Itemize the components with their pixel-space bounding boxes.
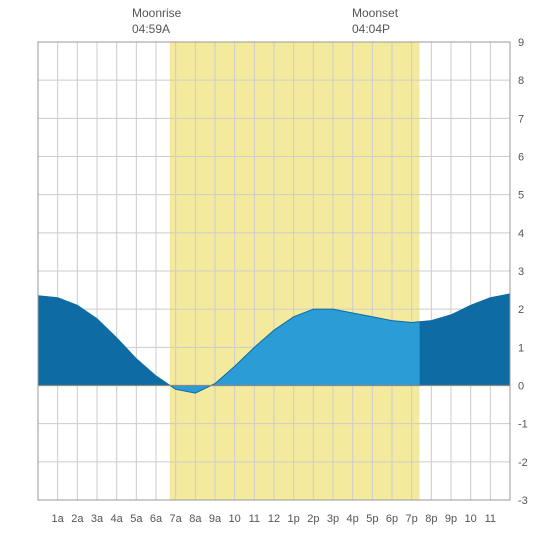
svg-text:1a: 1a xyxy=(52,513,65,525)
svg-text:5a: 5a xyxy=(130,513,143,525)
moonset-time: 04:04P xyxy=(352,22,398,38)
svg-text:9p: 9p xyxy=(445,513,457,525)
svg-text:10: 10 xyxy=(465,513,477,525)
svg-text:-2: -2 xyxy=(518,457,528,469)
svg-text:-1: -1 xyxy=(518,419,528,431)
svg-text:4: 4 xyxy=(518,228,524,240)
svg-text:6: 6 xyxy=(518,152,524,164)
svg-text:-3: -3 xyxy=(518,495,528,507)
svg-text:6p: 6p xyxy=(386,513,398,525)
svg-text:11: 11 xyxy=(249,513,260,525)
svg-text:7: 7 xyxy=(518,113,524,125)
svg-text:11: 11 xyxy=(485,513,496,525)
svg-text:5: 5 xyxy=(518,190,524,202)
svg-text:4p: 4p xyxy=(347,513,359,525)
svg-text:5p: 5p xyxy=(366,513,378,525)
moonset-title: Moonset xyxy=(352,6,398,22)
svg-text:2a: 2a xyxy=(71,513,84,525)
svg-text:3: 3 xyxy=(518,266,524,278)
svg-text:8: 8 xyxy=(518,75,524,87)
svg-text:7a: 7a xyxy=(170,513,183,525)
svg-text:6a: 6a xyxy=(150,513,163,525)
svg-text:4a: 4a xyxy=(111,513,124,525)
svg-text:7p: 7p xyxy=(406,513,418,525)
svg-text:1: 1 xyxy=(518,342,524,354)
moonrise-title: Moonrise xyxy=(132,6,181,22)
svg-text:12: 12 xyxy=(268,513,280,525)
svg-text:1p: 1p xyxy=(288,513,300,525)
svg-text:9a: 9a xyxy=(209,513,222,525)
tide-chart: Moonrise 04:59A Moonset 04:04P -3-2-1012… xyxy=(0,0,550,550)
svg-text:2: 2 xyxy=(518,304,524,316)
svg-text:0: 0 xyxy=(518,381,524,393)
svg-text:2p: 2p xyxy=(307,513,319,525)
svg-text:9: 9 xyxy=(518,37,524,49)
svg-text:3a: 3a xyxy=(91,513,104,525)
svg-text:8a: 8a xyxy=(189,513,202,525)
moonset-label: Moonset 04:04P xyxy=(352,6,398,37)
chart-svg: -3-2-101234567891a2a3a4a5a6a7a8a9a101112… xyxy=(0,0,550,550)
svg-text:3p: 3p xyxy=(327,513,339,525)
moonrise-time: 04:59A xyxy=(132,22,181,38)
svg-text:10: 10 xyxy=(229,513,241,525)
moonrise-label: Moonrise 04:59A xyxy=(132,6,181,37)
svg-text:8p: 8p xyxy=(425,513,437,525)
